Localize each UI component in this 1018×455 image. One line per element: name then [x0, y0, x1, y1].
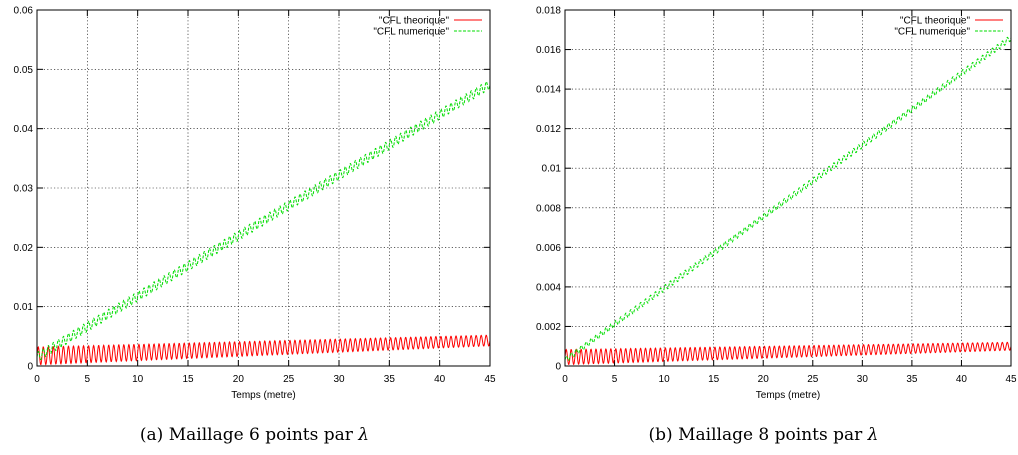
- x-tick-label: 25: [283, 374, 295, 385]
- x-tick-label: 0: [34, 374, 40, 385]
- x-axis-label: Temps (metre): [231, 390, 295, 401]
- x-tick-label: 20: [233, 374, 245, 385]
- x-tick-label: 45: [1005, 374, 1017, 385]
- caption-symbol: λ: [358, 425, 370, 445]
- caption-b: (b) Maillage 8 points par λ: [509, 425, 1018, 445]
- chart-b: 0 0.002 0.004 0.006 0.008 0.01 0.012 0.014 0.016…: [536, 6, 1017, 402]
- figure-panel-a: 0 0.01 0.02 0.03 0.04 0.05 0.06 0 5 10 15 20 25 30 35 4…: [0, 6, 509, 446]
- y-tick-label: 0.004: [536, 282, 561, 293]
- caption-label: (b): [648, 425, 673, 445]
- x-tick-label: 0: [562, 374, 568, 385]
- caption-text: Maillage 6 points par: [168, 425, 353, 445]
- figure-panel-b: 0 0.002 0.004 0.006 0.008 0.01 0.012 0.014 0.016…: [509, 0, 1018, 455]
- y-tick-label: 0.02: [14, 243, 34, 254]
- legend-label: "CFL theorique": [379, 16, 450, 27]
- x-tick-label: 45: [484, 374, 496, 385]
- plot-frame: [564, 9, 1012, 367]
- y-tick-label: 0: [27, 362, 33, 373]
- legend-label: "CFL theorique": [900, 16, 971, 27]
- series-line-cfl-numerique: [564, 36, 1012, 361]
- x-tick-label: 10: [659, 374, 671, 385]
- y-tick-label: 0.006: [536, 243, 561, 254]
- caption-symbol: λ: [867, 425, 879, 445]
- series-line-cfl-numerique: [36, 81, 491, 361]
- caption-a: (a) Maillage 6 points par λ: [0, 425, 509, 445]
- legend-label: "CFL numerique": [894, 27, 970, 38]
- x-tick-label: 5: [612, 374, 618, 385]
- x-tick-label: 15: [708, 374, 720, 385]
- series-line-cfl-theorique: [564, 341, 1012, 366]
- caption-label: (a): [139, 425, 164, 445]
- chart-a: 0 0.01 0.02 0.03 0.04 0.05 0.06 0 5 10 15 20 25 30 35 4…: [14, 6, 496, 402]
- x-tick-label: 5: [85, 374, 91, 385]
- x-tick-label: 30: [857, 374, 869, 385]
- x-tick-label: 40: [434, 374, 446, 385]
- y-tick-label: 0.05: [14, 65, 34, 76]
- x-tick-label: 30: [333, 374, 345, 385]
- y-tick-label: 0: [555, 362, 561, 373]
- x-tick-label: 35: [906, 374, 918, 385]
- y-tick-label: 0.016: [536, 45, 561, 56]
- plot-frame: [36, 9, 491, 367]
- y-tick-label: 0.01: [542, 164, 562, 175]
- y-tick-label: 0.018: [536, 6, 561, 17]
- caption-text: Maillage 8 points par: [678, 425, 863, 445]
- x-axis-label: Temps (metre): [756, 390, 820, 401]
- y-tick-label: 0.012: [536, 124, 561, 135]
- y-tick-label: 0.008: [536, 203, 561, 214]
- y-tick-label: 0.014: [536, 85, 561, 96]
- series-line-cfl-theorique: [36, 334, 491, 366]
- y-tick-label: 0.002: [536, 322, 561, 333]
- x-tick-label: 35: [384, 374, 396, 385]
- x-tick-label: 20: [758, 374, 770, 385]
- x-tick-label: 25: [807, 374, 819, 385]
- y-tick-label: 0.04: [14, 124, 34, 135]
- x-tick-label: 40: [956, 374, 968, 385]
- y-tick-label: 0.03: [14, 184, 34, 195]
- legend-label: "CFL numerique": [373, 27, 449, 38]
- x-tick-label: 15: [182, 374, 194, 385]
- y-tick-label: 0.01: [14, 302, 34, 313]
- y-tick-label: 0.06: [14, 6, 34, 17]
- x-tick-label: 10: [132, 374, 144, 385]
